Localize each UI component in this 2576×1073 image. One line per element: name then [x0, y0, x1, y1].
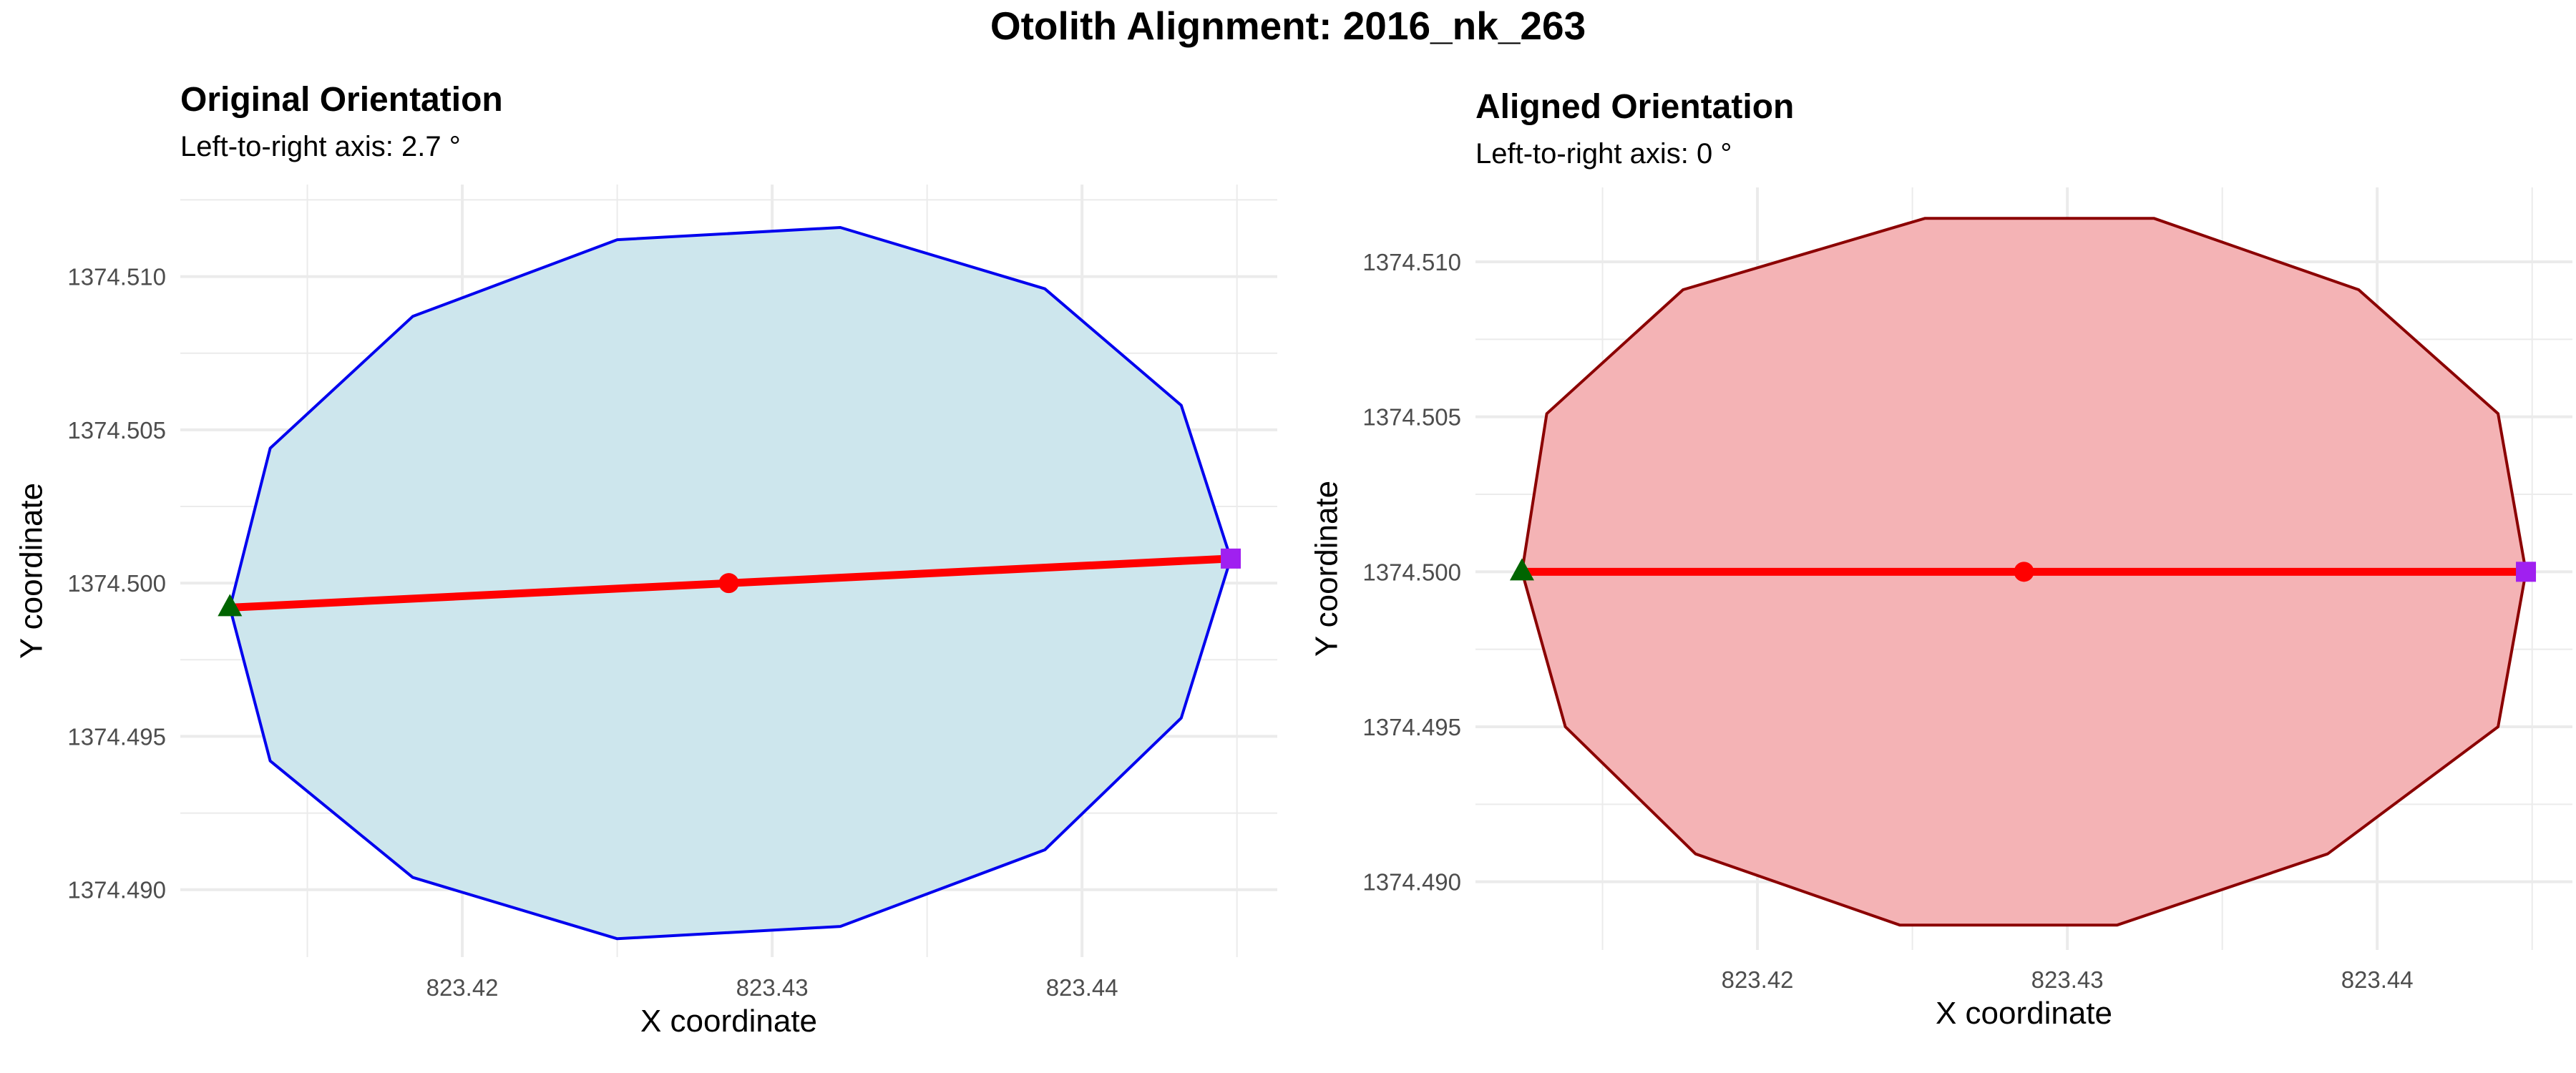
- y-tick-label: 1374.490: [67, 877, 166, 903]
- x-axis-title: X coordinate: [1936, 996, 2112, 1031]
- x-tick-label: 823.42: [1722, 966, 1794, 993]
- y-tick-label: 1374.500: [1362, 559, 1461, 585]
- y-tick-label: 1374.505: [1362, 404, 1461, 431]
- y-axis-title: Y coordinate: [14, 483, 49, 659]
- y-tick-label: 1374.505: [67, 417, 166, 444]
- y-axis-title: Y coordinate: [1309, 481, 1345, 657]
- y-tick-label: 1374.500: [67, 570, 166, 597]
- start-point-marker: [218, 594, 243, 617]
- panel-title-original: Original Orientation: [180, 81, 503, 119]
- center-point: [718, 573, 739, 594]
- figure-title: Otolith Alignment: 2016_nk_263: [990, 4, 1586, 48]
- end-point-marker: [1221, 548, 1241, 569]
- start-point-marker: [1509, 558, 1534, 581]
- y-tick-label: 1374.510: [67, 264, 166, 290]
- chart-panel-aligned: 1374.490 1374.495 1374.500 1374.505 1374.510…: [1309, 187, 2572, 1031]
- panel-subtitle-aligned: Left-to-right axis: 0 °: [1475, 138, 1732, 170]
- x-tick-label: 823.44: [2341, 966, 2414, 993]
- x-tick-label: 823.42: [426, 974, 499, 1001]
- x-tick-label: 823.44: [1046, 974, 1118, 1001]
- panel-subtitle-original: Left-to-right axis: 2.7 °: [180, 131, 461, 162]
- y-tick-label: 1374.510: [1362, 249, 1461, 275]
- x-axis-title: X coordinate: [640, 1004, 817, 1039]
- y-tick-label: 1374.495: [1362, 714, 1461, 740]
- panel-title-aligned: Aligned Orientation: [1475, 88, 1795, 126]
- end-point-marker: [2516, 562, 2537, 582]
- y-tick-label: 1374.490: [1362, 869, 1461, 896]
- center-point: [2014, 562, 2034, 582]
- chart-panel-original: 1374.490 1374.495 1374.500 1374.505 1374.510…: [14, 185, 1277, 1039]
- y-tick-label: 1374.495: [67, 723, 166, 750]
- x-tick-label: 823.43: [736, 974, 809, 1001]
- x-tick-label: 823.43: [2031, 966, 2104, 993]
